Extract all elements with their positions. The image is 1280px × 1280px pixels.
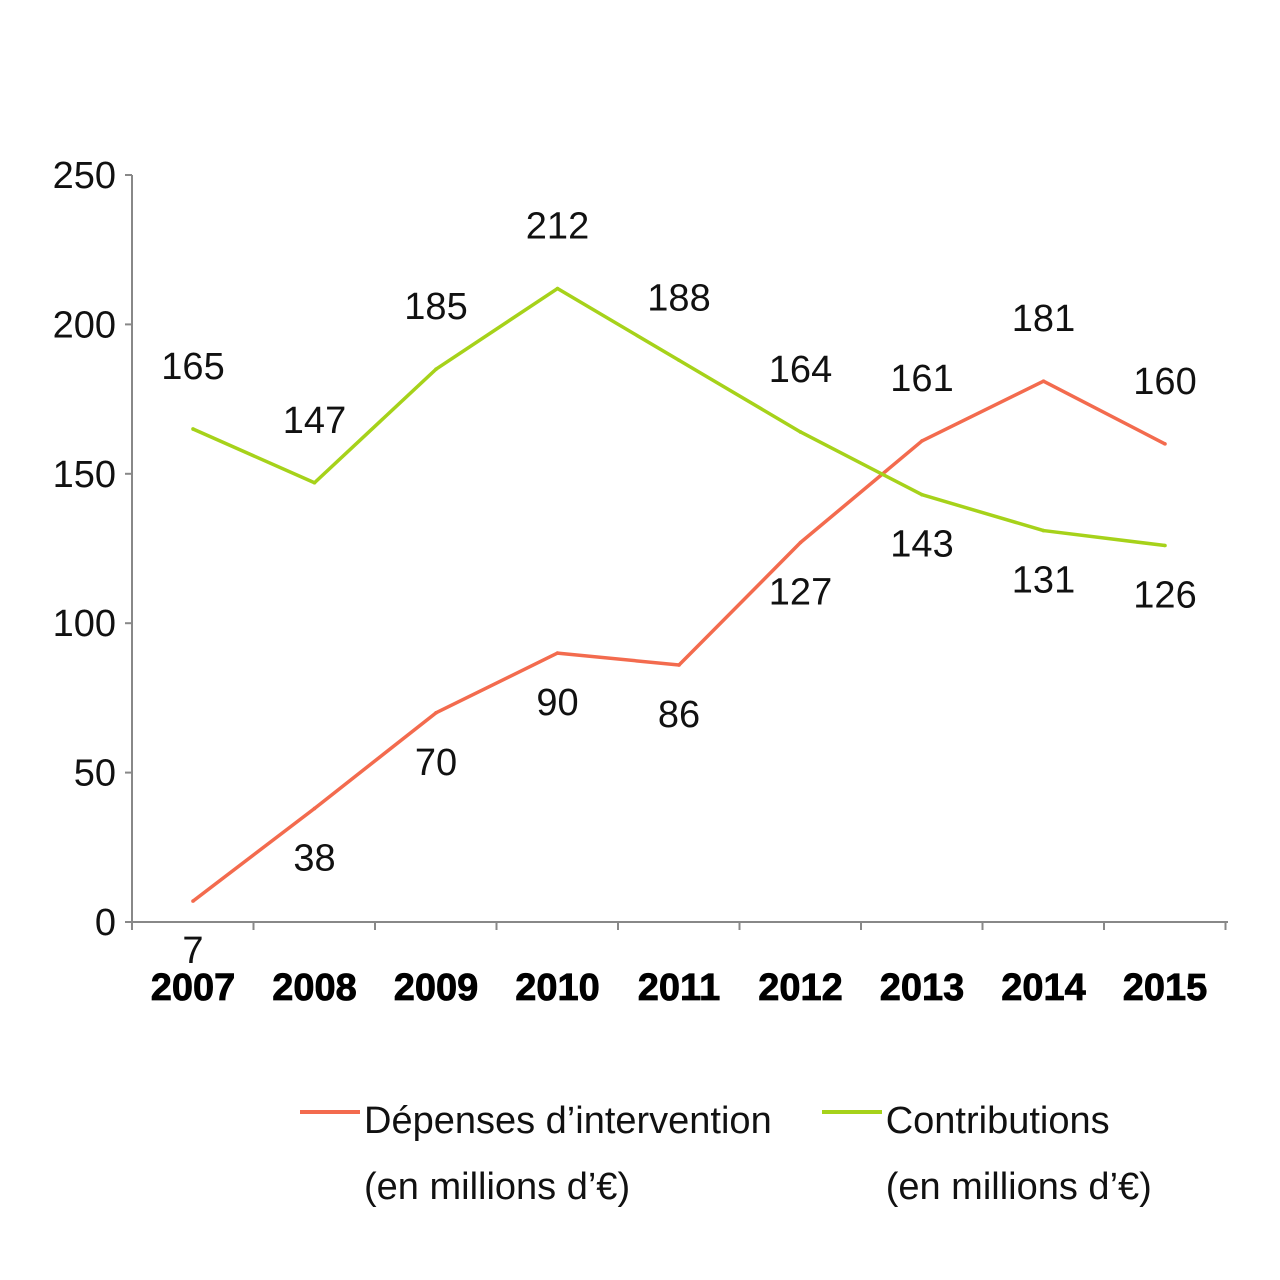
data-point [434, 367, 438, 372]
data-label: 164 [769, 349, 832, 391]
data-label: 143 [890, 524, 953, 566]
legend-sublabel-depenses: (en millions d’€) [364, 1166, 631, 1208]
data-point [677, 663, 681, 667]
data-label: 181 [1012, 298, 1075, 340]
data-point [1163, 442, 1167, 446]
x-tick-label: 2007 [151, 967, 236, 1009]
axes: 0 50 100 150 200 250 2007 2008 2009 2010 2011 2012 2… [53, 155, 1228, 1009]
legend-item-contributions: Contributions (en millions d’€) [821, 1088, 1152, 1220]
series-lines [191, 286, 1167, 903]
data-label: 188 [647, 277, 710, 319]
x-tick-label: 2011 [638, 967, 720, 1009]
x-tick-label: 2010 [515, 967, 600, 1009]
legend-swatch-depenses [300, 1110, 360, 1114]
y-tick-label: 250 [53, 155, 116, 197]
data-point [191, 427, 195, 431]
legend: Dépenses d’intervention (en millions d’€… [300, 1088, 1152, 1220]
data-point [555, 651, 560, 655]
data-label: 212 [526, 206, 589, 248]
data-label: 165 [161, 346, 224, 388]
legend-label-depenses: Dépenses d’intervention [364, 1100, 772, 1142]
data-label: 90 [536, 682, 578, 724]
data-label: 185 [404, 286, 467, 328]
data-point [191, 899, 195, 903]
x-tick-label: 2008 [272, 967, 357, 1009]
data-point [1041, 379, 1046, 383]
data-point [920, 492, 924, 497]
data-label: 161 [890, 358, 953, 400]
data-label: 7 [182, 930, 203, 972]
data-label: 70 [415, 742, 457, 784]
legend-swatch-contributions [821, 1110, 882, 1114]
y-tick-label: 50 [74, 753, 116, 795]
legend-label-contributions: Contributions [885, 1100, 1110, 1142]
data-label: 131 [1012, 560, 1075, 602]
data-point [312, 480, 317, 485]
data-point [920, 439, 924, 443]
data-point [1041, 528, 1046, 533]
data-point [1163, 543, 1167, 548]
x-tick-label: 2013 [880, 967, 965, 1009]
data-label: 126 [1133, 575, 1196, 617]
legend-item-depenses: Dépenses d’intervention (en millions d’€… [300, 1088, 772, 1220]
data-label: 86 [658, 694, 700, 736]
x-tick-label: 2012 [758, 967, 843, 1009]
y-tick-label: 0 [95, 902, 116, 944]
data-point [677, 358, 681, 363]
data-point [798, 430, 803, 434]
y-tick-label: 200 [53, 304, 116, 346]
data-point [312, 806, 317, 811]
x-tick-label: 2014 [1001, 967, 1086, 1009]
data-point [798, 540, 803, 545]
x-tick-label: 2015 [1123, 967, 1208, 1009]
y-tick-label: 100 [53, 603, 116, 645]
data-label: 127 [769, 572, 832, 614]
data-labels: 7 38 70 90 86 127 161 181 160 165 147 185 212 188 164 1… [161, 206, 1196, 973]
data-label: 38 [293, 837, 335, 879]
data-label: 160 [1133, 361, 1196, 403]
data-point [555, 286, 560, 291]
data-label: 147 [283, 400, 346, 442]
x-tick-label: 2009 [394, 967, 479, 1009]
legend-sublabel-contributions: (en millions d’€) [885, 1166, 1152, 1208]
y-tick-label: 150 [53, 454, 116, 496]
data-point [434, 711, 438, 715]
